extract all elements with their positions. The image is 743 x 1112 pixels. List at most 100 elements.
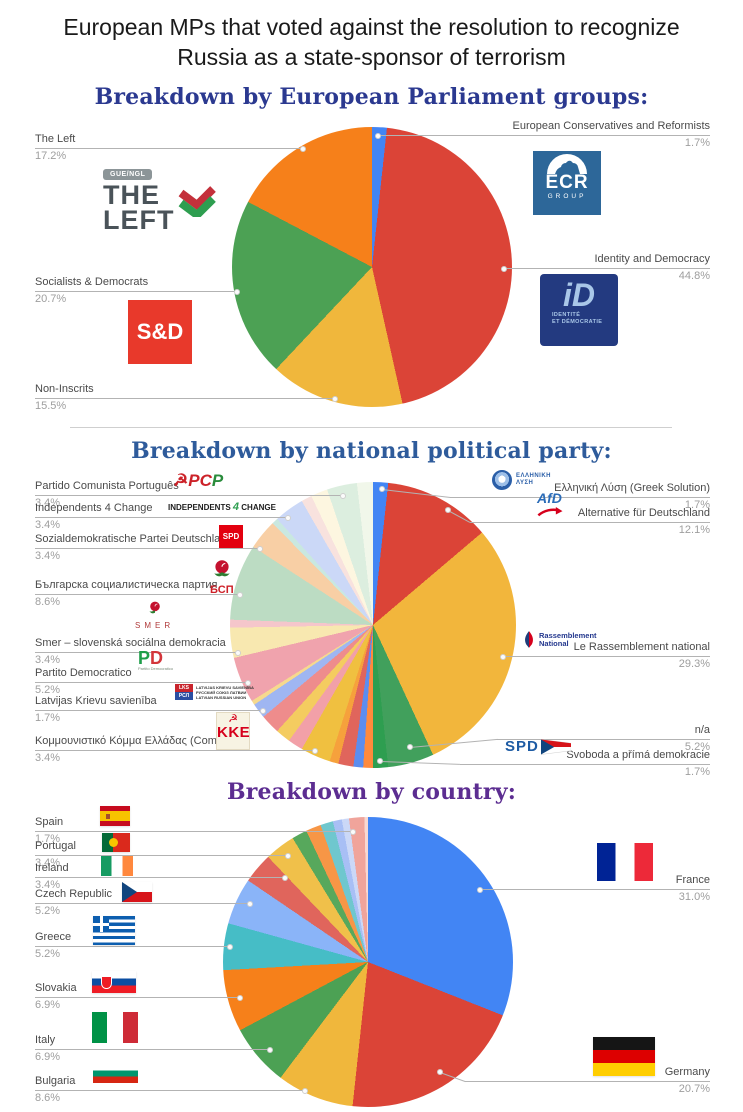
- connector-line: [35, 1046, 273, 1053]
- gue-ngl-badge: GUE/NGL: [103, 169, 153, 180]
- pie-chart-party: [230, 482, 516, 768]
- hammer-sickle-icon: ☭: [173, 471, 189, 490]
- czech-pennant-icon: [540, 738, 571, 755]
- connector-dot: [437, 1069, 443, 1075]
- smer-logo: SMER: [135, 600, 174, 630]
- callout-france: France 31.0%: [477, 874, 710, 904]
- spd-czech-logo: SPD: [505, 738, 571, 755]
- callout-bsp: Българска социалистическа партия 8.6%: [35, 579, 243, 609]
- pie-chart-groups: [232, 127, 512, 407]
- flag-ireland-icon: [101, 856, 133, 876]
- rose-icon: [214, 560, 230, 577]
- connector-line: [460, 764, 710, 765]
- flag-spain-icon: [100, 806, 130, 826]
- flag-bulgaria-icon: [93, 1064, 138, 1083]
- flag-germany-icon: [593, 1037, 655, 1076]
- flag-greece-icon: [93, 916, 135, 945]
- callout-pd: Partito Democratico 5.2%: [35, 667, 251, 697]
- connector-line: [35, 874, 288, 881]
- connector-line: [35, 900, 253, 907]
- connector-line: [35, 747, 318, 754]
- callout-non-inscrits: Non-Inscrits 15.5%: [35, 383, 338, 413]
- connector-line: [35, 288, 240, 295]
- flag-portugal-icon: [102, 833, 130, 852]
- ecr-lion-icon: [547, 154, 587, 174]
- independents4change-logo: INDEPENDENTS 4 CHANGE: [168, 501, 276, 513]
- connector-line: [375, 132, 710, 139]
- connector-dot: [445, 507, 451, 513]
- connector-line: [35, 492, 346, 499]
- section-heading-country: Breakdown by country:: [226, 779, 517, 805]
- pd-logo: PD Partito Democratico: [138, 648, 174, 671]
- connector-line: [35, 994, 243, 1001]
- connector-dot: [407, 744, 413, 750]
- callout-pcp: Partido Comunista Português 3.4%: [35, 480, 346, 510]
- connector-line: [35, 649, 241, 656]
- connector-line: [501, 265, 710, 272]
- pcp-logo: ☭PCP: [173, 471, 224, 490]
- connector-line: [497, 739, 710, 740]
- the-left-chevron-icon: [178, 186, 216, 217]
- callout-svoboda: Svoboda a přímá demokracie 1.7%: [460, 749, 710, 779]
- flag-slovakia-icon: [92, 971, 136, 993]
- lks-logo: LKS РСЛ LATVIJAS KRIEVU SAVIENĪBA РУССКИ…: [175, 684, 254, 700]
- connector-line: [35, 679, 251, 686]
- flag-france-icon: [597, 843, 653, 881]
- connector-line: [35, 707, 266, 714]
- spd-germany-logo: SPD: [219, 525, 243, 548]
- bsp-logo: БСП: [210, 558, 234, 596]
- callout-rn: Le Rassemblement national 29.3%: [500, 641, 710, 671]
- page-title: European MPs that voted against the reso…: [63, 14, 680, 71]
- callout-portugal: Portugal 3.4%: [35, 840, 291, 870]
- connector-line: [450, 497, 710, 498]
- connector-line: [35, 145, 306, 152]
- connector-dot: [377, 758, 383, 764]
- rose-icon: [148, 601, 160, 614]
- connector-line: [35, 852, 291, 859]
- id-logo: iD IDENTITÉ ET DÉMOCRATIE: [540, 274, 618, 346]
- connector-line: [35, 943, 233, 950]
- connector-line: [35, 828, 356, 835]
- callout-socialists-democrats: Socialists & Democrats 20.7%: [35, 276, 240, 306]
- callout-afd: Alternative für Deutschland 12.1%: [470, 507, 710, 537]
- callout-bulgaria: Bulgaria 8.6%: [35, 1075, 308, 1105]
- callout-greek-solution: Ελληνική Λύση (Greek Solution) 1.7%: [450, 482, 710, 512]
- connector-dot: [379, 486, 385, 492]
- connector-line: [35, 591, 243, 598]
- connector-line: [35, 514, 291, 521]
- connector-line: [35, 395, 338, 402]
- greek-solution-emblem-icon: [492, 470, 512, 490]
- callout-i4c: Independents 4 Change 3.4%: [35, 502, 291, 532]
- ecr-logo: ECR GROUP: [533, 151, 601, 215]
- callout-the-left: The Left 17.2%: [35, 133, 306, 163]
- connector-line: [470, 522, 710, 523]
- kke-logo: ☭ KKE: [216, 712, 250, 750]
- callout-greece: Greece 5.2%: [35, 931, 233, 961]
- callout-italy: Italy 6.9%: [35, 1034, 273, 1064]
- callout-slovakia: Slovakia 6.9%: [35, 982, 243, 1012]
- pie-chart-country: [223, 817, 513, 1107]
- section-heading-party: Breakdown by national political party:: [131, 438, 612, 464]
- flag-italy-icon: [92, 1012, 138, 1043]
- callout-spd-germany: Sozialdemokratische Partei Deutschla... …: [35, 533, 263, 563]
- connector-line: [35, 1087, 308, 1094]
- callout-kke: Κομμουνιστικό Κόμμα Ελλάδας (Com... 3.4%: [35, 735, 318, 765]
- sd-logo: S&D: [128, 300, 192, 364]
- callout-germany: Germany 20.7%: [465, 1066, 710, 1096]
- callout-ecr: European Conservatives and Reformists 1.…: [375, 120, 710, 150]
- callout-lks: Latvijas Krievu savienība 1.7%: [35, 695, 266, 725]
- callout-spain: Spain 1.7%: [35, 816, 356, 846]
- afd-logo: AfD: [537, 491, 563, 522]
- connector-line: [500, 653, 710, 660]
- section-heading-groups: Breakdown by European Parliament groups:: [94, 84, 649, 110]
- the-left-logo: GUE/NGL THE LEFT: [103, 163, 217, 233]
- connector-line: [465, 1081, 710, 1082]
- flag-czech-icon: [122, 882, 152, 902]
- callout-smer: Smer – slovenská sociálna demokracia 3.4…: [35, 637, 241, 667]
- connector-line: [477, 886, 710, 893]
- callout-ireland: Ireland 3.4%: [35, 862, 288, 892]
- hammer-sickle-icon: ☭: [228, 713, 238, 725]
- section-divider: [70, 427, 672, 428]
- callout-na: n/a 5.2%: [497, 724, 710, 754]
